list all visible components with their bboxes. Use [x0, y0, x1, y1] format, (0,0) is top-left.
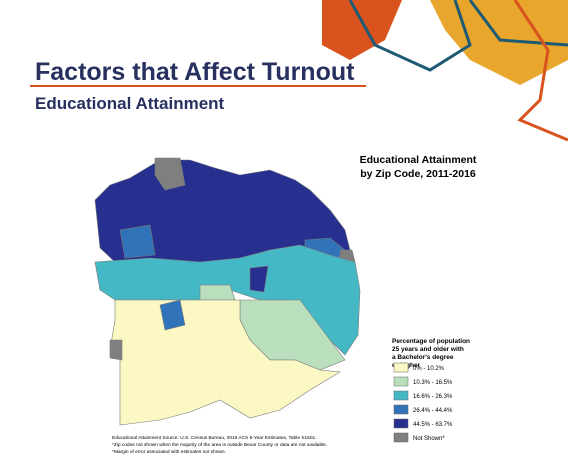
map-title: Educational Attainment: [360, 154, 477, 166]
map: [94, 157, 361, 426]
legend-swatch: [393, 404, 409, 415]
page-subtitle: Educational Attainment: [35, 94, 225, 113]
decoration: [322, 0, 568, 142]
legend-label: 16.6% - 26.3%: [413, 394, 453, 400]
legend-label: 0% - 10.2%: [413, 366, 445, 372]
source-note: Educational Attainment Source: U.S. Cens…: [112, 435, 317, 441]
legend-swatch: [393, 432, 409, 443]
legend-label: 44.5% - 63.7%: [413, 422, 453, 428]
source-note: *Margin of error associated with estimat…: [112, 449, 226, 455]
legend-swatch: [393, 390, 409, 401]
source-note: *Zip codes not shown when the majority o…: [112, 442, 327, 448]
notes: Educational Attainment Source: U.S. Cens…: [112, 435, 327, 455]
legend-title: a Bachelor's degree: [392, 354, 454, 361]
legend-title: 25 years and older with: [392, 346, 464, 353]
legend-swatch: [393, 376, 409, 387]
legend-label: 10.3% - 16.5%: [413, 380, 453, 386]
map-title: by Zip Code, 2011-2016: [360, 168, 476, 180]
legend-label: Not Shown*: [413, 436, 445, 442]
page-title: Factors that Affect Turnout: [35, 58, 355, 86]
legend-swatch: [393, 418, 409, 429]
legend-swatch: [393, 362, 409, 373]
legend-title: Percentage of population: [392, 338, 470, 345]
legend-label: 26.4% - 44.4%: [413, 408, 453, 414]
